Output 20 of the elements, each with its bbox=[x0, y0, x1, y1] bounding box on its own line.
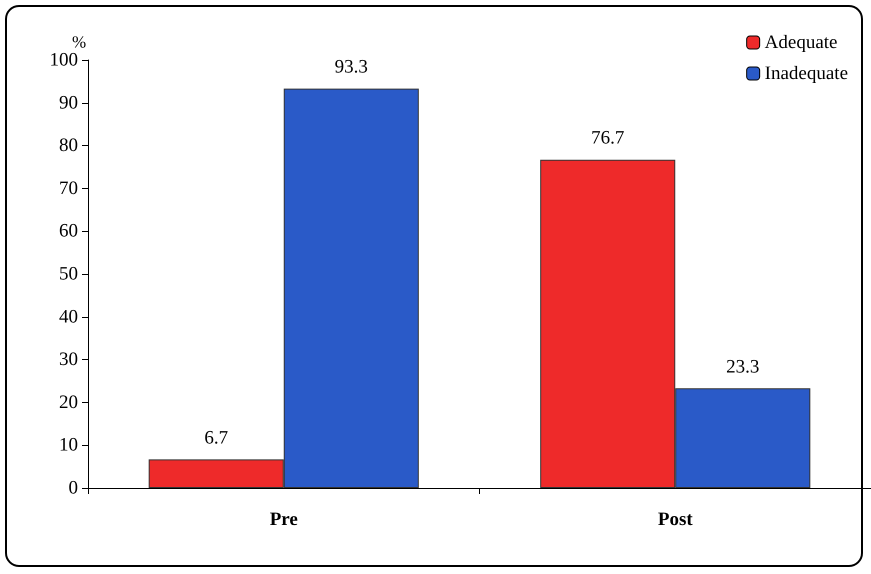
x-tick-label: Pre bbox=[270, 509, 298, 530]
y-tick-label: 100 bbox=[50, 50, 78, 70]
data-label: 23.3 bbox=[726, 356, 760, 378]
y-axis-title: % bbox=[72, 32, 86, 52]
y-tick-label: 0 bbox=[68, 478, 78, 498]
y-tick-label: 10 bbox=[59, 434, 78, 456]
legend-label: Adequate bbox=[764, 32, 838, 53]
data-label: 76.7 bbox=[591, 128, 624, 149]
data-label: 6.7 bbox=[204, 427, 228, 448]
y-tick-label: 80 bbox=[59, 135, 78, 156]
y-tick-label: 60 bbox=[59, 220, 78, 242]
legend-label: Inadequate bbox=[764, 63, 848, 84]
y-tick-label: 30 bbox=[59, 349, 78, 370]
y-tick-label: 50 bbox=[59, 264, 78, 284]
y-tick-label: 70 bbox=[59, 178, 78, 199]
x-tick-label: Post bbox=[658, 509, 694, 530]
data-label: 93.3 bbox=[334, 56, 368, 78]
y-tick-label: 40 bbox=[59, 306, 78, 328]
y-tick-label: 90 bbox=[59, 92, 78, 114]
y-tick-label: 20 bbox=[59, 392, 78, 413]
